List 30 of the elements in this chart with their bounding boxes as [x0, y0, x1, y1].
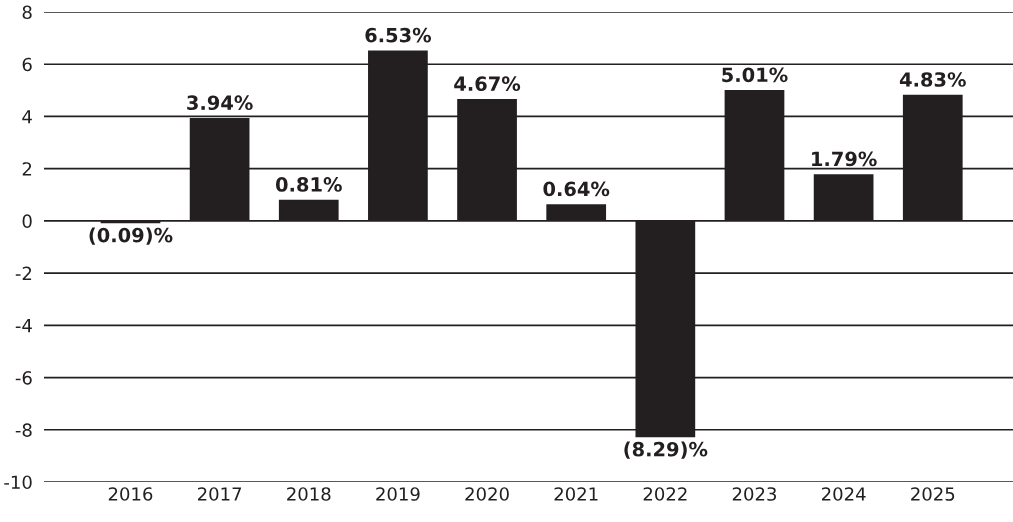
x-tick-label: 2023 [732, 487, 777, 501]
x-tick-label: 2021 [554, 487, 598, 501]
x-tick-label: 2024 [821, 487, 866, 501]
y-tick-label: 2 [22, 162, 32, 176]
data-label: 3.94% [187, 95, 253, 111]
x-tick-label: 2022 [643, 487, 687, 501]
y-tick-label: -10 [4, 475, 32, 490]
data-label: 6.53% [365, 27, 432, 43]
y-tick-label: -8 [15, 423, 32, 437]
y-tick-label: 6 [22, 57, 32, 72]
data-label: 5.01% [722, 67, 788, 83]
data-label: 1.79% [812, 151, 877, 167]
y-tick-label: -6 [15, 371, 32, 385]
x-tick-label: 2018 [287, 487, 331, 501]
y-tick-label: 8 [22, 5, 32, 20]
data-label: 4.67% [454, 76, 521, 92]
y-tick-label: -2 [15, 266, 32, 280]
x-tick-label: 2025 [911, 487, 955, 501]
x-tick-label: 2016 [108, 487, 153, 501]
y-tick-label: -4 [15, 319, 32, 333]
data-label: 0.81% [275, 177, 342, 192]
y-tick-label: 4 [22, 110, 32, 124]
data-label: (0.09)% [89, 227, 173, 245]
data-label: (8.29)% [624, 441, 708, 459]
y-tick-label: 0 [22, 214, 32, 229]
x-tick-label: 2017 [197, 487, 242, 501]
data-label: 4.83% [899, 72, 966, 87]
x-tick-label: 2019 [376, 487, 420, 501]
x-tick-label: 2020 [465, 487, 509, 501]
data-label: 0.64% [543, 181, 610, 197]
